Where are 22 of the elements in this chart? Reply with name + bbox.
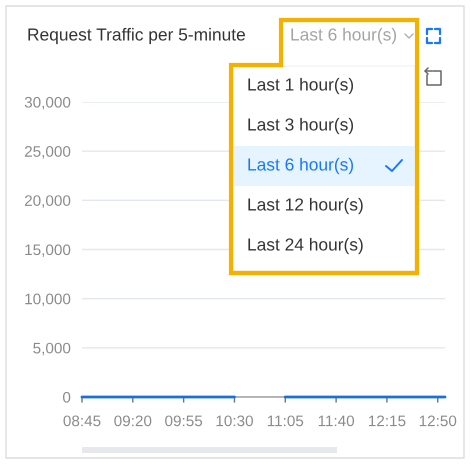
chart-title: Request Traffic per 5-minute [28, 28, 245, 44]
x-tick-label: 08:45 [63, 415, 100, 426]
y-tick-label: 10,000 [25, 294, 70, 306]
x-tick-label: 12:15 [368, 415, 406, 426]
y-tick-label: 30,000 [24, 96, 70, 110]
y-tick-label: 25,000 [24, 146, 70, 159]
annotation: Last 6 hour(s) [248, 158, 354, 174]
y-tick-label: 15,000 [25, 244, 70, 257]
annotation: Last 12 hour(s) [248, 198, 363, 214]
x-tick-label: 09:20 [114, 415, 152, 426]
text: Last 6 hour(s) [291, 28, 396, 44]
y-tick-label: 5,000 [33, 342, 70, 356]
y-tick-label: 0 [62, 392, 70, 403]
x-tick-label: 11:05 [268, 415, 304, 426]
x-tick-label: 11:40 [318, 415, 354, 426]
x-tick-label: 12:50 [420, 415, 456, 426]
text: Last 1 hour(s) [248, 78, 354, 94]
annotation: Last 24 hour(s) [248, 238, 363, 254]
annotation: Last 3 hour(s) [248, 118, 354, 134]
y-tick-label: 20,000 [24, 195, 70, 208]
x-tick-label: 09:55 [165, 415, 202, 426]
x-tick-label: 10:30 [216, 415, 253, 426]
